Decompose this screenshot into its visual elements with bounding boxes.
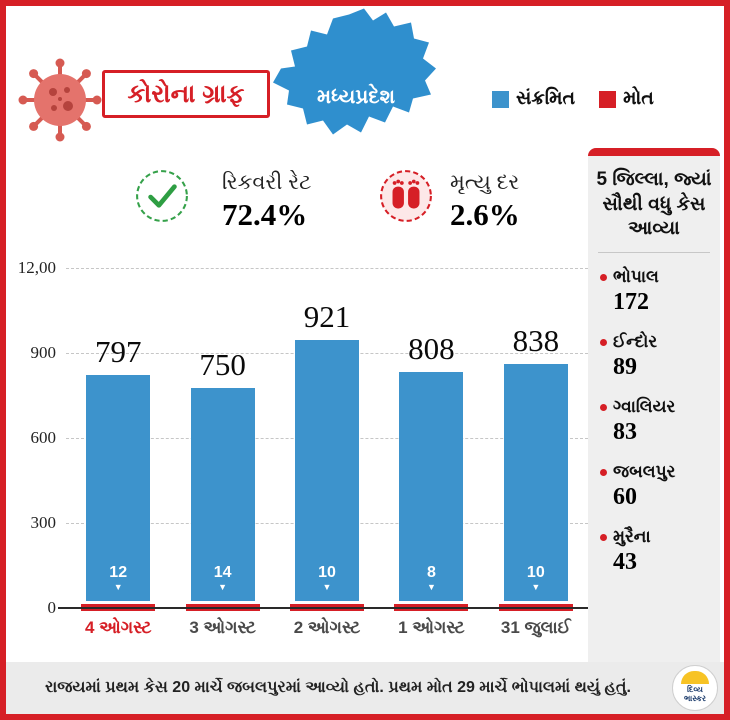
bar-group: 838 10 ▼ (484, 323, 588, 611)
bullet-icon (600, 468, 607, 476)
x-axis-label: 1 ઓગસ્ટ (398, 618, 465, 637)
death-rate-label: મૃત્યુ દર (450, 171, 520, 194)
gridline (66, 268, 588, 269)
bar-group: 750 14 ▼ (170, 347, 274, 611)
district-item: મુરૈના 43 (600, 527, 708, 576)
bar-group: 808 8 ▼ (379, 331, 483, 611)
infected-value-label: 838 (512, 323, 560, 358)
logo-text-line1: દિવ્ય (687, 685, 703, 694)
district-name: ભોપાલ (600, 267, 708, 287)
bar-chart-plot: 797 12 ▼ 750 14 ▼ 921 10 ▼ 808 8 ▼ 838 10 ▼ (58, 268, 590, 611)
district-name: ઈન્દોર (600, 332, 708, 352)
x-axis-label: 31 જુલાઈ (500, 618, 571, 637)
footer-note: રાજયમાં પ્રથમ કેસ 20 માર્ચે જબલપુરમાં આવ… (45, 679, 631, 696)
district-case-count: 83 (613, 419, 637, 446)
district-item: ઈન્દોર 89 (600, 332, 708, 381)
legend-label: સંક્રમિત (516, 88, 576, 109)
district-list: ભોપાલ 172 ઈન્દોર 89 ગ્વાલિયર 83 જબલપુર 60 મુરૈના… (588, 255, 720, 588)
bar-group: 921 10 ▼ (275, 299, 379, 611)
divya-bhaskar-logo: દિવ્ય ભાસ્કર (672, 665, 718, 711)
district-name: જબલપુર (600, 462, 708, 482)
bar-group: 797 12 ▼ (66, 334, 170, 611)
x-axis-label: 3 ઓગસ્ટ (189, 618, 256, 637)
down-arrow-icon: ▼ (218, 582, 228, 592)
legend-label: મોત (623, 88, 654, 109)
death-count-label: 10 ▼ (504, 564, 568, 592)
logo-sun-icon (681, 671, 709, 684)
district-name: મુરૈના (600, 527, 708, 547)
district-case-count: 172 (613, 289, 649, 316)
down-arrow-icon: ▼ (426, 582, 436, 592)
district-case-count: 60 (613, 484, 637, 511)
infected-value-label: 797 (94, 334, 142, 369)
infected-value-label: 750 (199, 347, 246, 382)
legend-item-death: મોત (599, 88, 654, 110)
recovery-label: રિકવરી રેટ (222, 171, 312, 194)
recovery-check-icon (136, 170, 188, 222)
y-tick-label: 900 (30, 343, 57, 362)
death-swatch-icon (599, 90, 617, 108)
x-axis-label: 4 ઓગસ્ટ (84, 618, 152, 637)
panel-top-bar (588, 148, 720, 156)
infected-value-label: 808 (408, 331, 455, 366)
death-count-label: 10 ▼ (295, 564, 359, 592)
infected-bar: 10 ▼ (503, 364, 568, 601)
legend-item-infected: સંક્રમિત (492, 88, 575, 110)
panel-title: 5 જિલ્લા, જ્યાં સૌથી વધુ કેસ આવ્યા (596, 169, 712, 240)
y-tick-label: 300 (30, 513, 57, 532)
district-name: ગ્વાલિયર (600, 397, 708, 417)
x-axis-labels: 4 ઓગસ્ટ 3 ઓગસ્ટ 2 ઓગસ્ટ 1 ઓગસ્ટ 31 જુલાઈ (66, 618, 588, 638)
down-arrow-icon: ▼ (113, 582, 123, 592)
top-districts-panel: 5 જિલ્લા, જ્યાં સૌથી વધુ કેસ આવ્યા ભોપાલ… (588, 148, 720, 662)
bullet-icon (600, 403, 607, 411)
infected-bar: 14 ▼ (190, 388, 255, 601)
infected-bar: 10 ▼ (295, 340, 360, 601)
logo-text-line2: ભાસ્કર (683, 694, 707, 703)
y-tick-label: 600 (30, 428, 57, 447)
chart-legend: સંક્રમિત મોત (492, 88, 654, 110)
death-feet-icon (380, 170, 432, 222)
death-count-label: 8 ▼ (399, 564, 463, 592)
map-state-label: મધ્યપ્રદેશ (317, 86, 395, 108)
y-tick-label: 12,00 (17, 258, 56, 277)
x-axis-label: 2 ઓગસ્ટ (293, 618, 361, 637)
down-arrow-icon: ▼ (322, 582, 332, 592)
infected-bar: 12 ▼ (86, 375, 151, 601)
district-item: ગ્વાલિયર 83 (600, 397, 708, 446)
x-axis-line (58, 607, 590, 609)
district-item: જબલપુર 60 (600, 462, 708, 511)
panel-divider (598, 252, 710, 254)
death-rate-value: 2.6% (450, 197, 520, 232)
death-count-label: 14 ▼ (191, 564, 255, 592)
bars-container: 797 12 ▼ 750 14 ▼ 921 10 ▼ 808 8 ▼ 838 10 ▼ (66, 268, 588, 611)
infected-bar: 8 ▼ (399, 372, 464, 601)
bullet-icon (600, 273, 607, 281)
y-axis: 12,00 900 600 300 0 (6, 258, 60, 617)
bullet-icon (600, 533, 607, 541)
y-tick-label: 0 (47, 598, 57, 617)
infected-value-label: 921 (303, 299, 351, 334)
virus-icon (18, 58, 102, 142)
bullet-icon (600, 338, 607, 346)
down-arrow-icon: ▼ (531, 582, 541, 592)
footer-bar: રાજયમાં પ્રથમ કેસ 20 માર્ચે જબલપુરમાં આવ… (6, 662, 724, 714)
recovery-stat: રિકવરી રેટ 72.4% (222, 171, 311, 233)
madhya-pradesh-map (273, 8, 436, 135)
death-count-label: 12 ▼ (86, 564, 150, 592)
death-rate-stat: મૃત્યુ દર 2.6% (450, 171, 520, 233)
page-title: કોરોના ગ્રાફ (102, 70, 270, 118)
district-case-count: 43 (613, 549, 637, 576)
district-case-count: 89 (613, 354, 637, 381)
infected-swatch-icon (492, 90, 509, 108)
recovery-value: 72.4% (222, 197, 308, 232)
district-item: ભોપાલ 172 (600, 267, 708, 316)
